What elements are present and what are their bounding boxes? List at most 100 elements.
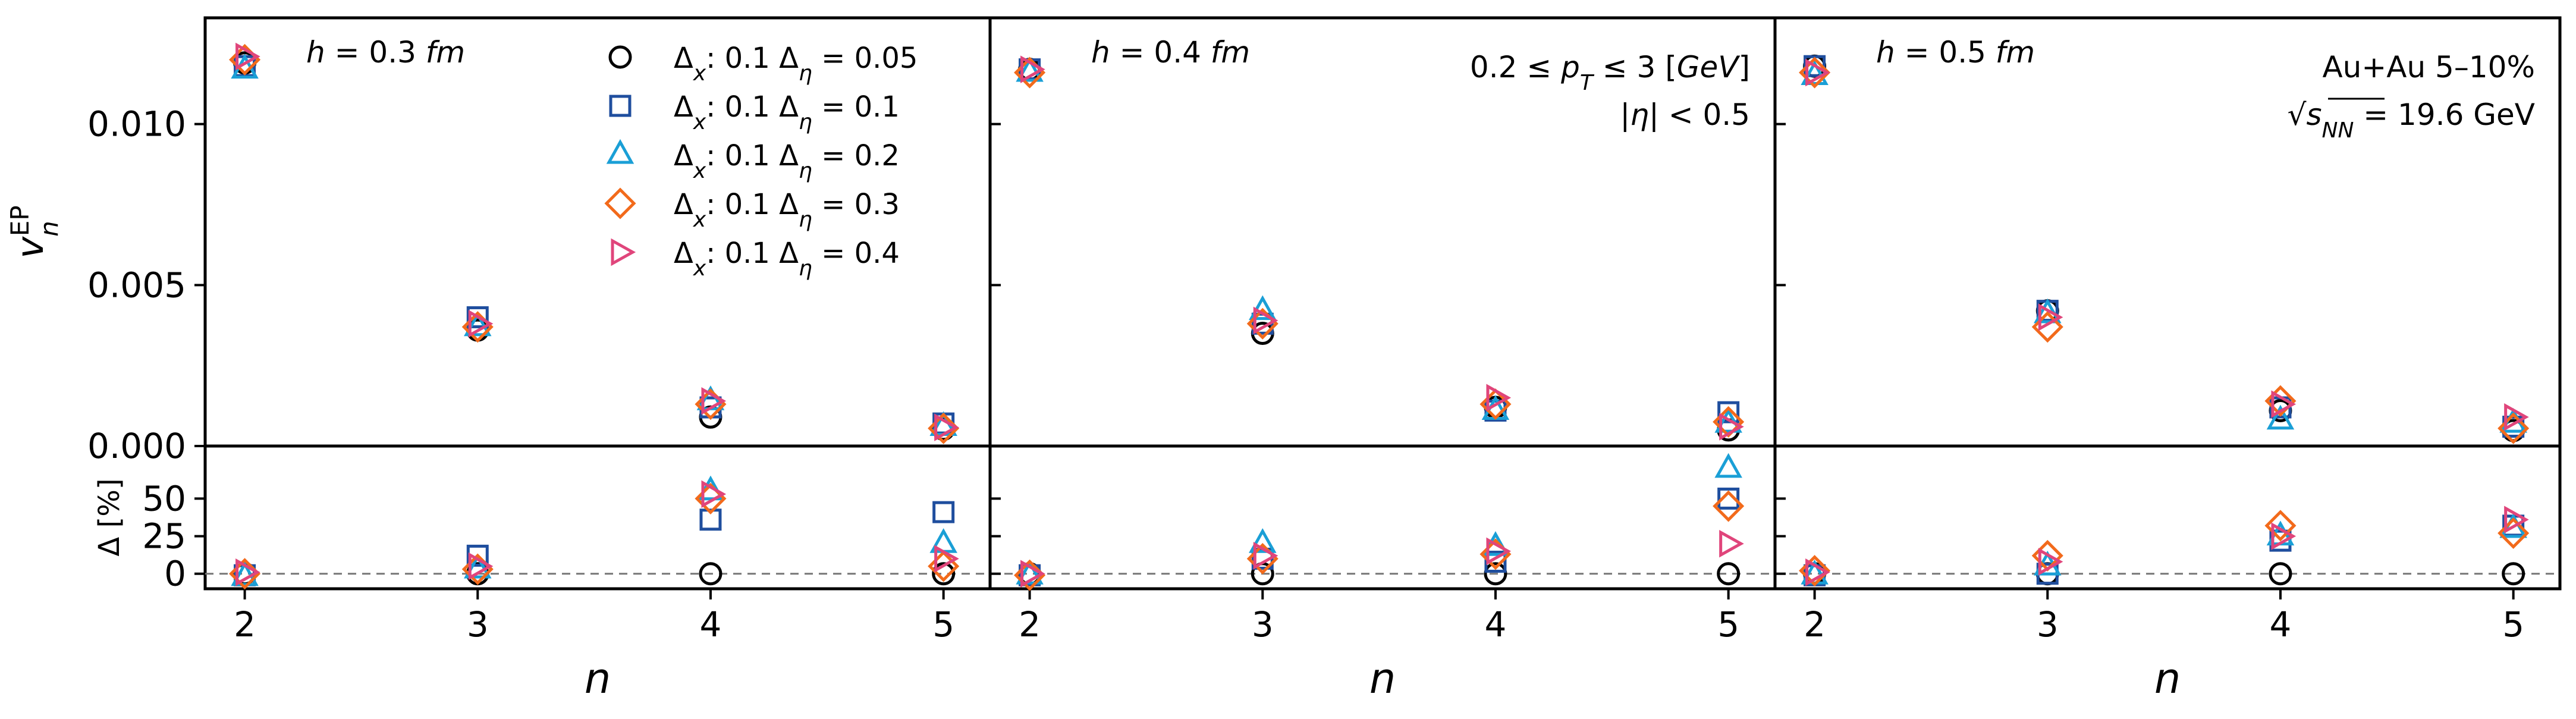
data-point — [932, 562, 956, 586]
x-tick-label: 2 — [1019, 604, 1041, 645]
data-point — [1484, 551, 1507, 573]
data-point — [466, 306, 489, 328]
legend-marker — [611, 238, 636, 266]
data-point — [1486, 537, 1512, 566]
data-point — [468, 552, 494, 580]
data-point — [934, 413, 959, 441]
y-tick-label: 0.000 — [87, 426, 186, 466]
data-point — [1805, 558, 1830, 586]
data-point — [2271, 390, 2297, 418]
data-point — [464, 311, 492, 337]
data-point — [2038, 303, 2063, 331]
x-tick-label: 3 — [467, 604, 489, 645]
panel-3: 2 3 4 5 n h = 0.5 fm Au+Au 5–10% √sNN = 19.6 Ge… — [1773, 16, 2562, 703]
bottom-frame — [1773, 444, 2562, 591]
data-point — [464, 554, 492, 579]
panel-annotation: √sNN = 19.6 GeV — [2288, 98, 2535, 143]
y-axis-label-bottom: Δ [%] — [93, 478, 126, 556]
legend-label: Δx: 0.1 Δη = 0.3 — [674, 188, 900, 232]
y-tick-label: 0.010 — [87, 104, 186, 145]
panel-annotation: |η| < 0.5 — [1620, 98, 1750, 132]
data-point — [2264, 510, 2297, 542]
legend-label: Δx: 0.1 Δη = 0.2 — [674, 139, 900, 183]
bottom-frame — [988, 444, 1777, 591]
data-point — [1020, 560, 1045, 588]
data-point — [1719, 529, 1744, 558]
data-point — [2266, 404, 2295, 430]
data-point — [235, 42, 260, 71]
panel-annotation: 0.2 ≤ pT ≤ 3 [GeV] — [1470, 50, 1750, 95]
x-tick-label: 4 — [2270, 604, 2292, 645]
x-axis-label: n — [2154, 654, 2181, 703]
top-frame — [203, 16, 992, 448]
data-point — [1016, 56, 1044, 82]
data-point — [2502, 562, 2525, 586]
x-axis-label: n — [585, 654, 611, 703]
data-point — [1253, 542, 1278, 570]
data-point — [1249, 295, 1277, 321]
x-tick-label: 3 — [2037, 604, 2059, 645]
data-point — [701, 480, 727, 508]
data-point — [2271, 522, 2297, 550]
legend-marker — [606, 139, 634, 164]
y-tick-label: 0.005 — [87, 265, 186, 305]
y-axis-label-top: vnEP — [5, 205, 64, 258]
y-tick-label: 0 — [164, 554, 186, 594]
data-point — [1717, 401, 1740, 423]
legend-label: Δx: 0.1 Δη = 0.05 — [674, 42, 918, 86]
legend-marker — [609, 95, 632, 117]
data-point — [1717, 487, 1740, 510]
legend-label: Δx: 0.1 Δη = 0.4 — [674, 237, 900, 281]
data-point — [1805, 58, 1830, 87]
data-point — [932, 501, 955, 523]
data-point — [1253, 306, 1278, 335]
panel-label: h = 0.5 fm — [1876, 35, 2035, 70]
x-tick-label: 3 — [1252, 604, 1274, 645]
data-point — [1486, 384, 1512, 412]
data-point — [1719, 413, 1744, 441]
x-tick-label: 5 — [1717, 604, 1739, 645]
data-point — [1713, 490, 1745, 522]
data-point — [1714, 453, 1742, 478]
data-point — [468, 310, 494, 338]
data-point — [235, 558, 260, 586]
x-tick-label: 5 — [2502, 604, 2524, 645]
x-tick-label: 5 — [932, 604, 954, 645]
data-point — [934, 545, 959, 573]
data-point — [1016, 560, 1044, 585]
legend-marker — [608, 45, 632, 69]
legend-label: Δx: 0.1 Δη = 0.1 — [674, 90, 900, 134]
data-point — [701, 387, 727, 415]
data-point — [1714, 407, 1742, 433]
legend-marker — [604, 187, 636, 219]
data-point — [466, 544, 489, 567]
bottom-frame — [203, 444, 992, 591]
data-point — [1717, 562, 1741, 586]
panel-annotation: Au+Au 5–10% — [2322, 50, 2535, 84]
data-point — [699, 562, 722, 586]
panel-label: h = 0.4 fm — [1091, 35, 1250, 70]
x-tick-label: 4 — [700, 604, 722, 645]
data-point — [1249, 528, 1277, 553]
data-point — [2504, 403, 2529, 431]
y-tick-label: 50 — [142, 478, 186, 519]
data-point — [2038, 548, 2063, 576]
data-point — [1801, 60, 1829, 85]
x-axis-label: n — [1369, 654, 1396, 703]
panel-label: h = 0.3 fm — [306, 35, 465, 70]
data-point — [2504, 506, 2529, 534]
data-point — [2269, 562, 2292, 586]
data-point — [1804, 55, 1826, 77]
data-point — [699, 508, 722, 531]
y-tick-label: 25 — [142, 516, 186, 557]
data-point — [1484, 562, 1507, 586]
x-tick-label: 2 — [1804, 604, 1826, 645]
data-point — [1020, 55, 1045, 83]
x-tick-label: 2 — [234, 604, 256, 645]
panel-2: 2 3 4 5 n h = 0.4 fm 0.2 ≤ pT ≤ 3 [GeV]|η| < 0… — [988, 16, 1777, 703]
x-tick-label: 4 — [1485, 604, 1507, 645]
